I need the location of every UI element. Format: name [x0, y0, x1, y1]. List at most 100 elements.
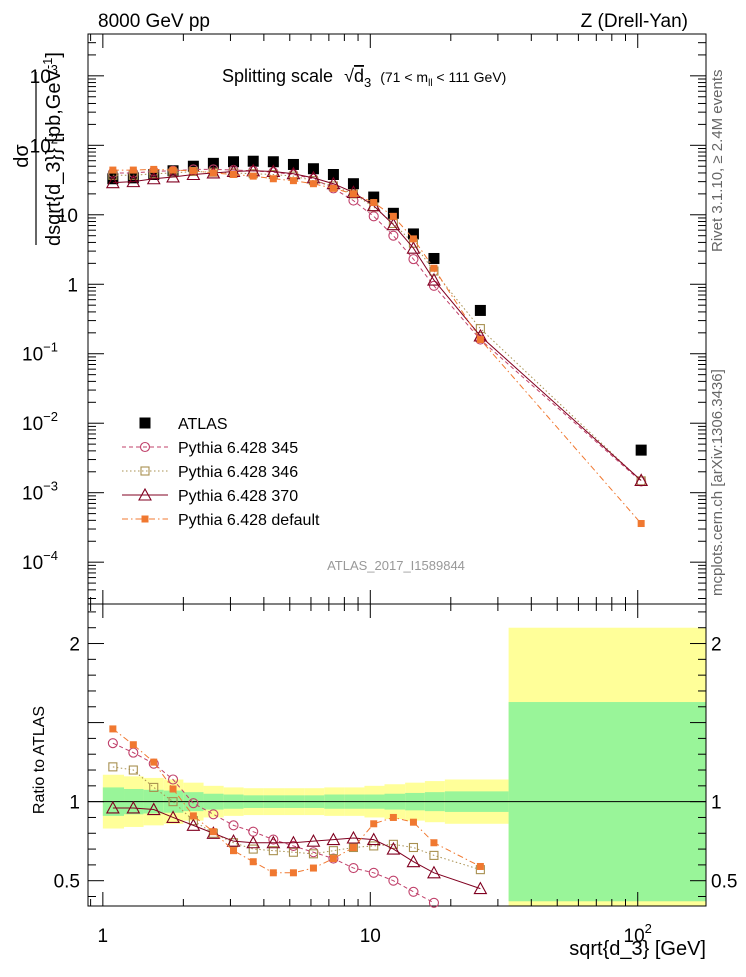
- ratio-series-1-point: [188, 798, 199, 809]
- ratio-series-4-point: [289, 869, 297, 877]
- series-3-point: [105, 175, 120, 189]
- series-3-point: [427, 272, 441, 286]
- ratio-series-2-point: [408, 842, 418, 853]
- series-0-point: [327, 169, 339, 181]
- side-label-top: Rivet 3.1.10, ≥ 2.4M events: [709, 70, 726, 253]
- series-4-point: [349, 190, 357, 198]
- series-0-point: [287, 158, 299, 170]
- ratio-series-2-point: [429, 850, 439, 860]
- series-4-point: [637, 520, 645, 528]
- series-4-point: [150, 165, 158, 173]
- series-4-point: [249, 172, 257, 180]
- y-tick-label: 1: [67, 275, 78, 296]
- series-3-point: [166, 169, 180, 183]
- ratio-series-2-point: [268, 846, 278, 856]
- y-axis-label-numer: dσ: [11, 144, 33, 168]
- ratio-series-4-point: [269, 869, 277, 877]
- y-axis-label-denom-c: ]: [43, 52, 65, 58]
- y-axis-label-denom: dsqrt{d_3}} [pb,GeV-1]: [40, 52, 65, 246]
- x-axis-label: sqrt{d_3} [GeV]: [569, 938, 706, 960]
- main-panel: 10−4 10−3 10−2 10−1 1 10 102 103: [22, 33, 707, 605]
- y-axis-label-top: dσ: [11, 144, 33, 168]
- ratio-series-4-point: [109, 725, 117, 733]
- y-tick-label: 2: [69, 635, 80, 656]
- series-3-point: [146, 171, 161, 185]
- y-axis-label-denom-sup: -1: [40, 58, 55, 70]
- plot-title-main: Splitting scale: [222, 66, 333, 86]
- ratio-series-2-point: [248, 844, 258, 854]
- ratio-series-3-point: [286, 835, 301, 849]
- ratio-series-1-point: [328, 853, 339, 864]
- ratio-series-4-point: [230, 847, 238, 855]
- series-3-line: [112, 170, 642, 481]
- ratio-series-1-point: [268, 834, 279, 845]
- series-4-point: [289, 177, 297, 185]
- series-0-point: [635, 444, 647, 456]
- ratio-series-2-point: [149, 782, 159, 792]
- series-3-point: [634, 473, 649, 487]
- ratio-series-4-point: [169, 785, 177, 793]
- y-tick-label-right: 1: [711, 793, 722, 814]
- ratio-series-3-point: [226, 834, 241, 847]
- series-3-point: [126, 174, 141, 188]
- series-4-point: [129, 166, 137, 174]
- ratio-series-3-point: [366, 832, 381, 846]
- ratio-frame: [87, 603, 707, 907]
- ratio-panel: 0.5 0.5 1 1 2 2: [54, 603, 737, 908]
- ratio-series-1-point: [408, 886, 419, 897]
- series-4-point: [109, 166, 117, 174]
- ratio-series-1-point: [208, 809, 219, 820]
- ratio-series-2-line: [112, 766, 481, 871]
- series-4-point: [329, 184, 337, 192]
- ratio-series-4-point: [309, 864, 317, 872]
- ratio-series-2-point: [108, 762, 118, 772]
- ratio-series-4-point: [209, 828, 217, 836]
- series-0-point: [307, 163, 319, 175]
- ratio-series-4-point: [189, 812, 197, 820]
- ratio-series-3-point: [326, 832, 341, 846]
- legend-label: Pythia 6.428 370: [178, 488, 298, 505]
- series-0-point: [267, 156, 279, 168]
- series-0-point: [207, 157, 219, 169]
- ratio-series-2-point: [128, 765, 138, 775]
- y-tick-label: 10−3: [22, 479, 58, 505]
- ratio-series-2-point: [388, 839, 398, 849]
- ratio-series-3-point: [146, 802, 161, 816]
- series-0-point: [347, 178, 359, 190]
- series-4-point: [370, 199, 378, 207]
- ratio-series-3-point: [266, 835, 281, 849]
- plot-title-radical: √: [344, 66, 354, 86]
- legend-marker: [139, 441, 151, 453]
- series-4-point: [389, 212, 397, 220]
- legend-marker: [138, 487, 152, 501]
- series-3-point: [386, 217, 401, 231]
- ratio-series-1-point: [228, 820, 239, 831]
- y-tick-label-right: 0.5: [711, 872, 737, 893]
- series-4-point: [269, 175, 277, 183]
- y-tick-label: 1: [69, 793, 80, 814]
- y-tick-label-right: 2: [711, 635, 722, 656]
- ratio-series-3-point: [346, 830, 361, 844]
- plot-title-sym: d: [354, 66, 364, 86]
- series-1-point: [368, 211, 379, 222]
- series-4-point: [230, 171, 238, 179]
- ratio-series-4-point: [150, 758, 158, 766]
- legend-marker: [139, 417, 151, 429]
- ratio-series-3-point: [105, 800, 120, 814]
- ratio-series-4-point: [129, 741, 137, 749]
- series-0-point: [228, 156, 240, 168]
- legend: ATLAS Pythia 6.428 345 Pythia 6.428 346 Pyt…: [122, 416, 320, 529]
- ratio-series-2-point: [168, 797, 178, 807]
- series-4-point: [169, 166, 177, 174]
- ratio-series-3-point: [473, 881, 488, 895]
- ratio-series-3-point: [126, 800, 141, 814]
- plot-title: Splitting scale √d3 (71 < mll < 111 GeV): [222, 66, 506, 91]
- ratio-series-3-point: [186, 818, 201, 831]
- y-tick-label: 10−2: [22, 409, 58, 435]
- plot-title-range-close: < 111 GeV): [433, 69, 507, 85]
- ratio-series-4-point: [430, 839, 438, 847]
- analysis-id: ATLAS_2017_I1589844: [327, 558, 465, 573]
- ratio-series-1-point: [107, 738, 118, 749]
- series-4-point: [209, 169, 217, 177]
